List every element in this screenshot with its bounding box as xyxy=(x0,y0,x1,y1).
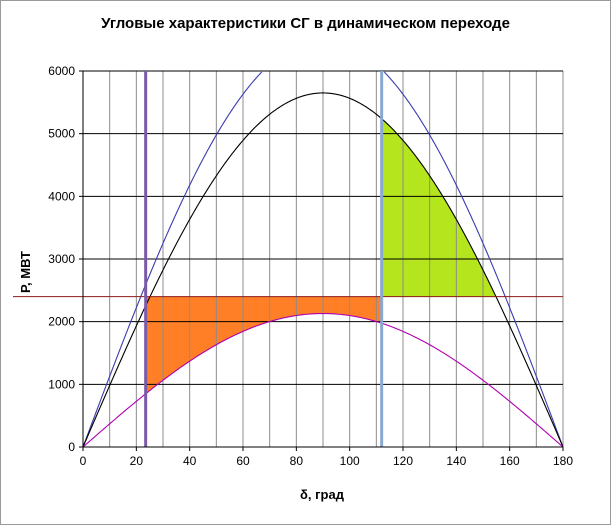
y-tick-label: 2000 xyxy=(48,315,75,329)
y-tick-label: 4000 xyxy=(48,189,75,203)
acceleration-area xyxy=(145,296,382,394)
y-tick-label: 0 xyxy=(68,440,75,454)
x-tick-label: 0 xyxy=(80,454,87,468)
x-tick-label: 80 xyxy=(290,454,304,468)
chart-title: Угловые характеристики СГ в динамическом… xyxy=(101,15,510,32)
x-tick-label: 40 xyxy=(183,454,197,468)
series-line-3 xyxy=(82,312,564,448)
series-line-2 xyxy=(82,92,564,448)
x-tick-label: 160 xyxy=(500,454,520,468)
deceleration-area xyxy=(381,118,495,297)
x-tick-label: 100 xyxy=(340,454,360,468)
y-tick-label: 5000 xyxy=(48,127,75,141)
x-tick-label: 140 xyxy=(446,454,466,468)
y-tick-label: 1000 xyxy=(48,377,75,391)
series-line-1 xyxy=(82,71,564,448)
x-tick-label: 180 xyxy=(553,454,573,468)
y-axis-label: P, МВТ xyxy=(18,251,33,293)
y-tick-label: 3000 xyxy=(48,252,75,266)
x-tick-label: 60 xyxy=(236,454,250,468)
x-tick-label: 120 xyxy=(393,454,413,468)
y-tick-label: 6000 xyxy=(48,64,75,78)
x-axis-label: δ, град xyxy=(300,487,345,502)
x-tick-label: 20 xyxy=(130,454,144,468)
